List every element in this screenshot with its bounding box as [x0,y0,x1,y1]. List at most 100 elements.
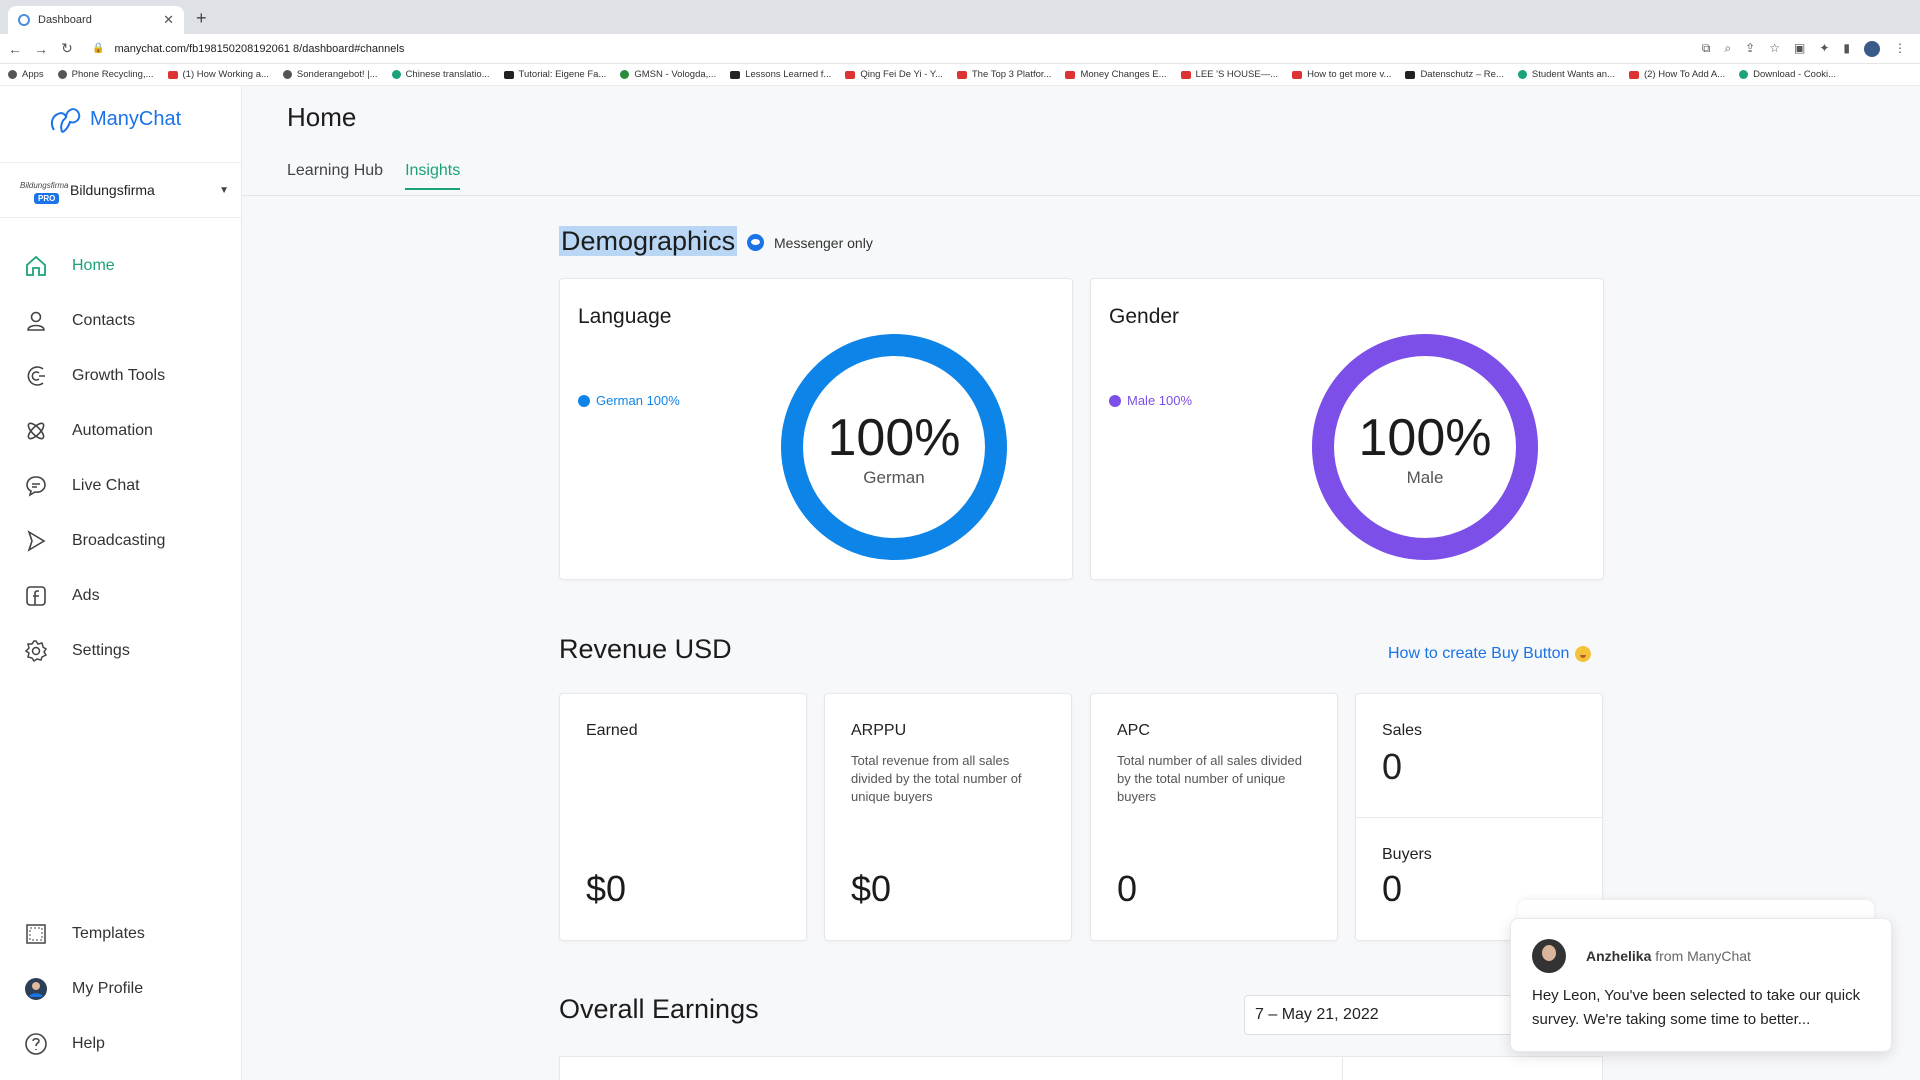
gender-title: Gender [1109,305,1180,328]
tab-insights[interactable]: Insights [405,162,461,190]
buyers-value: 0 [1382,868,1403,909]
sales-buyers-card: Sales 0 Buyers 0 [1355,693,1603,941]
buyers-label: Buyers [1382,846,1432,863]
apc-label: APC [1117,722,1150,739]
tab-learning-hub[interactable]: Learning Hub [287,162,384,179]
close-tab-icon[interactable]: ✕ [163,12,174,27]
forward-icon[interactable]: → [34,40,48,57]
gender-donut-chart [1312,334,1538,560]
url-text: manychat.com/fb198150208192061 8/dashboa… [114,42,405,55]
youtube-icon [1065,70,1076,79]
earned-label: Earned [586,722,638,739]
sidebar-item-home[interactable]: Home [0,238,241,293]
bookmark[interactable]: LEE 'S HOUSE—... [1180,69,1278,80]
chat-survey-popup[interactable]: Anzhelika from ManyChat Hey Leon, You've… [1510,918,1892,1052]
send-icon [27,529,46,552]
sidepanel-icon[interactable]: ▮ [1843,40,1850,55]
apc-description: Total number of all sales divided by the… [1117,753,1302,804]
share-icon[interactable]: ⇪ [1745,40,1756,55]
bookmark[interactable]: Apps [8,69,44,80]
bookmark[interactable]: Lessons Learned f... [730,69,831,80]
sidebar-item-broadcasting[interactable]: Broadcasting [0,513,241,568]
browser-tab[interactable]: Dashboard ✕ [8,6,184,34]
donut-arc-male [1312,334,1538,560]
reload-icon[interactable]: ↻ [61,40,73,56]
youtube-icon [845,70,856,79]
facebook-ext-icon[interactable]: ▣ [1793,40,1806,55]
bookmark[interactable]: Student Wants an... [1517,69,1615,80]
bookmark-icon [391,70,401,79]
bookmark[interactable]: Chinese translatio... [391,69,490,80]
brand-name: ManyChat [90,107,182,130]
sidebar-item-settings[interactable]: Settings [0,623,241,678]
sidebar-item-ads[interactable]: Ads [0,568,241,623]
puzzle-icon[interactable]: ✦ [1819,40,1830,55]
home-icon [26,255,46,276]
bookmark[interactable]: (1) How Working a... [167,69,269,80]
sidebar-item-live-chat[interactable]: Live Chat [0,458,241,513]
bookmark-icon [282,70,292,79]
bookmark-icon [57,70,67,79]
url-field[interactable]: 🔒 manychat.com/fb198150208192061 8/dashb… [92,38,1702,60]
revenue-title: Revenue USD [559,634,732,664]
translate-icon[interactable]: ⧉ [1701,40,1711,55]
language-center-label: German [863,468,925,487]
facebook-icon [26,585,46,606]
bookmark[interactable]: Datenschutz – Re... [1405,69,1504,80]
language-legend: German 100% [578,393,680,408]
bookmark[interactable]: Qing Fei De Yi - Y... [845,69,943,80]
bookmark[interactable]: How to get more v... [1292,69,1391,80]
manychat-logo-icon [50,108,81,133]
date-range-picker[interactable]: 7 – May 21, 2022 [1244,995,1524,1035]
sidebar-item-automation[interactable]: Automation [0,403,241,458]
new-tab-icon[interactable]: + [196,8,207,28]
sender-avatar [1532,939,1566,973]
back-icon[interactable]: ← [8,40,22,57]
zoom-icon[interactable]: ⌕ [1724,40,1732,55]
messenger-icon [747,234,764,251]
more-icon[interactable]: ⋮ [1894,40,1906,55]
tab-title: Dashboard [38,14,92,26]
bookmark-icon [1405,70,1416,79]
apc-card: APC Total number of all sales divided by… [1090,693,1338,941]
sidebar-item-growth-tools[interactable]: Growth Tools [0,348,241,403]
gear-icon [24,639,48,662]
sales-label: Sales [1382,722,1423,739]
bookmark[interactable]: Sonderangebot! |... [282,69,378,80]
profile-avatar-icon[interactable] [1864,40,1880,57]
account-switcher[interactable]: Bildungsfirma PRO Bildungsfirma ▼ [0,162,241,218]
divider [1342,1057,1343,1080]
donut-arc-german [781,334,1007,560]
sidebar-item-contacts[interactable]: Contacts [0,293,241,348]
bookmark[interactable]: Tutorial: Eigene Fa... [503,69,606,80]
language-percent: 100% [827,409,961,467]
messenger-only-note: Messenger only [747,234,873,251]
gender-donut-center: 100% Male [1309,331,1541,563]
earnings-chart-card [559,1056,1603,1080]
main-header: Home Learning Hub Insights [242,86,1920,196]
sidebar-item-my-profile[interactable]: My Profile [0,961,241,1016]
person-icon [27,311,45,331]
apc-value: 0 [1117,868,1138,909]
bookmark[interactable]: Money Changes E... [1065,69,1167,80]
sidebar-item-help[interactable]: Help [0,1016,241,1071]
tab-favicon-icon [18,14,30,26]
buy-button-help-link[interactable]: How to create Buy Button [1388,645,1592,663]
sidebar: ManyChat Bildungsfirma PRO Bildungsfirma… [0,86,242,1080]
earned-value: $0 [586,868,627,909]
sidebar-item-templates[interactable]: Templates [0,906,241,961]
star-icon[interactable]: ☆ [1769,40,1780,55]
page-title: Home [287,102,357,132]
popup-stack-edge [1518,900,1874,922]
manychat-logo[interactable]: ManyChat [48,102,181,136]
youtube-icon [1628,70,1639,79]
bookmark-icon [620,70,630,79]
chevron-down-icon[interactable]: ▼ [219,184,229,196]
bookmark[interactable]: The Top 3 Platfor... [956,69,1051,80]
legend-dot [578,394,590,407]
bookmark[interactable]: Phone Recycling,... [57,69,154,80]
bookmark-icon [730,70,741,79]
bookmark[interactable]: GMSN - Vologda,... [620,69,716,80]
bookmark[interactable]: (2) How To Add A... [1628,69,1725,80]
bookmark[interactable]: Download - Cooki... [1739,69,1836,80]
